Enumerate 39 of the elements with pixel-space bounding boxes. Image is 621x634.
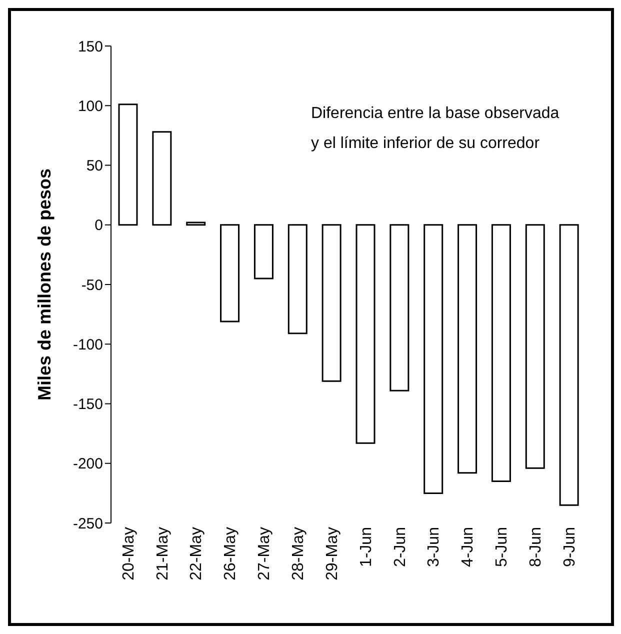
x-tick-label: 1-Jun	[358, 527, 375, 568]
x-tick-label: 5-Jun	[494, 527, 511, 568]
x-tick-label: 4-Jun	[460, 527, 477, 568]
bar	[254, 224, 274, 280]
annotation: Diferencia entre la base observada y el límite inferior de su corredor	[311, 104, 560, 154]
x-tick-label: 9-Jun	[561, 527, 578, 568]
y-tick-label: -100	[72, 336, 103, 354]
y-tick-label: 100	[78, 98, 103, 115]
bar	[118, 104, 138, 226]
x-tick-label: 28-May	[290, 527, 307, 580]
bar	[220, 224, 240, 322]
y-axis-title: Miles de millones de pesos	[34, 168, 54, 401]
bar	[322, 224, 342, 382]
bar	[152, 131, 172, 226]
x-tick-label: 26-May	[222, 527, 240, 580]
y-tick-label: -200	[72, 456, 103, 473]
x-tick-label: 20-May	[120, 527, 138, 580]
bar	[390, 224, 410, 392]
bar	[559, 224, 579, 506]
bar	[356, 224, 376, 444]
x-tick-label: 2-Jun	[392, 527, 409, 568]
x-tick-label: 8-Jun	[527, 527, 544, 568]
bar	[186, 222, 206, 226]
bar	[458, 224, 478, 474]
bar	[288, 224, 308, 334]
x-tick-label: 29-May	[324, 527, 341, 580]
bar	[525, 224, 545, 469]
x-tick-label: 22-May	[188, 527, 206, 580]
bar	[491, 224, 511, 482]
y-tick-label: -250	[72, 515, 103, 532]
y-tick-label: 0	[94, 217, 103, 234]
x-tick-label: 3-Jun	[426, 527, 443, 568]
x-tick-label: 27-May	[256, 527, 274, 580]
y-tick-label: 50	[86, 158, 103, 175]
y-tick-label: 150	[78, 38, 103, 56]
y-tick-label: -50	[81, 276, 103, 294]
x-tick-label: 21-May	[154, 527, 172, 580]
bar	[424, 224, 444, 494]
y-tick-label: -150	[72, 396, 103, 414]
